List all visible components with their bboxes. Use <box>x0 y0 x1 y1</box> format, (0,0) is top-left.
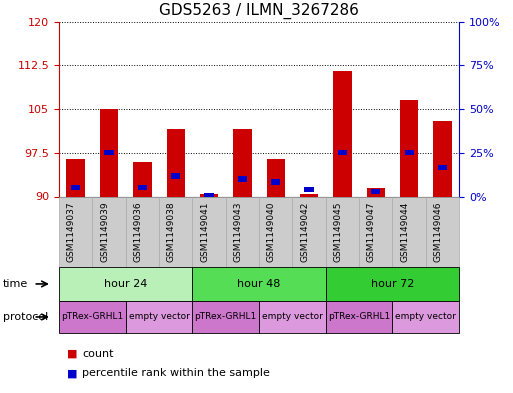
Bar <box>305 187 313 192</box>
Bar <box>105 150 113 155</box>
Text: empty vector: empty vector <box>129 312 189 321</box>
Text: GSM1149046: GSM1149046 <box>433 202 442 262</box>
Bar <box>200 194 218 196</box>
Text: GSM1149044: GSM1149044 <box>400 202 409 262</box>
Bar <box>100 109 118 196</box>
Bar <box>438 165 447 170</box>
Text: ■: ■ <box>67 349 77 359</box>
Text: pTRex-GRHL1: pTRex-GRHL1 <box>61 312 124 321</box>
Bar <box>133 162 151 196</box>
Text: empty vector: empty vector <box>262 312 323 321</box>
Text: GSM1149047: GSM1149047 <box>367 202 376 262</box>
Title: GDS5263 / ILMN_3267286: GDS5263 / ILMN_3267286 <box>159 3 359 19</box>
Text: pTRex-GRHL1: pTRex-GRHL1 <box>328 312 390 321</box>
Text: GSM1149042: GSM1149042 <box>300 202 309 262</box>
Bar <box>238 176 247 182</box>
Text: hour 72: hour 72 <box>371 279 414 289</box>
Text: GSM1149043: GSM1149043 <box>233 202 242 262</box>
Bar <box>167 129 185 196</box>
Bar <box>300 194 318 196</box>
Bar <box>371 189 380 195</box>
Text: hour 24: hour 24 <box>104 279 147 289</box>
Text: hour 48: hour 48 <box>238 279 281 289</box>
Bar <box>205 193 213 198</box>
Text: GSM1149045: GSM1149045 <box>333 202 343 262</box>
Text: GSM1149040: GSM1149040 <box>267 202 276 262</box>
Text: time: time <box>3 279 28 289</box>
Text: percentile rank within the sample: percentile rank within the sample <box>82 368 270 378</box>
Bar <box>400 100 418 196</box>
Text: pTRex-GRHL1: pTRex-GRHL1 <box>194 312 257 321</box>
Bar <box>271 179 280 185</box>
Bar <box>233 129 251 196</box>
Text: GSM1149038: GSM1149038 <box>167 202 175 262</box>
Text: GSM1149036: GSM1149036 <box>133 202 142 262</box>
Text: GSM1149039: GSM1149039 <box>100 202 109 262</box>
Text: empty vector: empty vector <box>396 312 456 321</box>
Text: GSM1149041: GSM1149041 <box>200 202 209 262</box>
Bar <box>433 121 451 196</box>
Bar <box>171 173 180 179</box>
Bar <box>138 185 147 190</box>
Bar <box>67 159 85 196</box>
Bar <box>333 71 351 196</box>
Bar <box>367 188 385 196</box>
Text: count: count <box>82 349 113 359</box>
Bar <box>405 150 413 155</box>
Bar <box>267 159 285 196</box>
Text: protocol: protocol <box>3 312 48 322</box>
Bar <box>71 185 80 190</box>
Text: GSM1149037: GSM1149037 <box>67 202 76 262</box>
Text: ■: ■ <box>67 368 77 378</box>
Bar <box>338 150 347 155</box>
